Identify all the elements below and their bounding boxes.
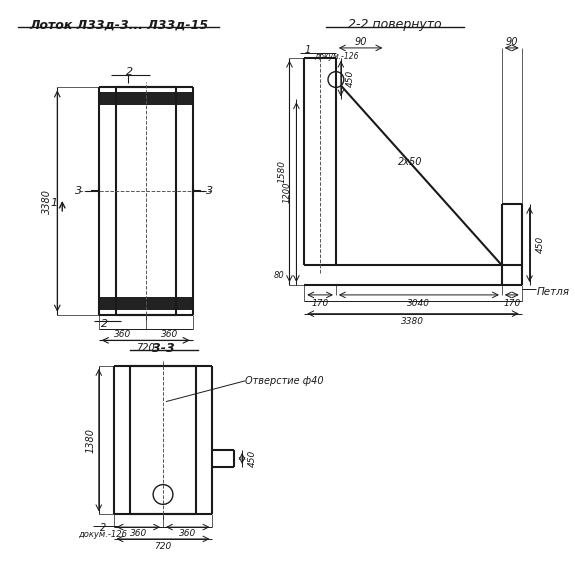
Text: 2х50: 2х50 xyxy=(398,156,422,167)
Text: 1200: 1200 xyxy=(282,181,292,203)
Text: 360: 360 xyxy=(114,330,131,339)
Text: 360: 360 xyxy=(179,528,196,538)
Text: 450: 450 xyxy=(535,236,545,253)
Text: 170: 170 xyxy=(312,300,329,308)
Text: 2: 2 xyxy=(101,319,108,328)
Text: Отверстие ф40: Отверстие ф40 xyxy=(245,376,324,386)
Text: 170: 170 xyxy=(503,300,520,308)
Text: 90: 90 xyxy=(354,37,367,47)
Text: 2-2 повернуто: 2-2 повернуто xyxy=(348,18,442,31)
Text: 3-3: 3-3 xyxy=(152,342,174,355)
Text: докум.-126: докум.-126 xyxy=(78,531,127,539)
Text: 1380: 1380 xyxy=(86,428,96,453)
Text: 360: 360 xyxy=(160,330,178,339)
Text: 3380: 3380 xyxy=(43,189,52,213)
Text: Петля: Петля xyxy=(536,287,569,297)
Text: 1: 1 xyxy=(50,198,58,208)
Text: 720: 720 xyxy=(136,343,155,353)
Text: 720: 720 xyxy=(155,542,172,551)
Text: 3: 3 xyxy=(206,186,213,196)
Text: 450: 450 xyxy=(248,450,257,467)
Text: 450: 450 xyxy=(346,70,355,87)
Bar xyxy=(99,93,193,105)
Text: 3380: 3380 xyxy=(401,317,424,326)
Text: 2: 2 xyxy=(126,67,133,76)
Text: Лоток Л33д-3... Л33д-15: Лоток Л33д-3... Л33д-15 xyxy=(29,18,208,31)
Text: 1580: 1580 xyxy=(277,160,286,183)
Text: 1: 1 xyxy=(304,45,310,55)
Text: докум.-126: докум.-126 xyxy=(314,52,359,62)
Text: 3: 3 xyxy=(75,186,83,196)
Bar xyxy=(99,297,193,310)
Text: 3040: 3040 xyxy=(408,300,431,308)
Text: 360: 360 xyxy=(130,528,147,538)
Text: 2: 2 xyxy=(99,523,106,533)
Text: 90: 90 xyxy=(505,37,518,47)
Text: 80: 80 xyxy=(274,271,285,279)
